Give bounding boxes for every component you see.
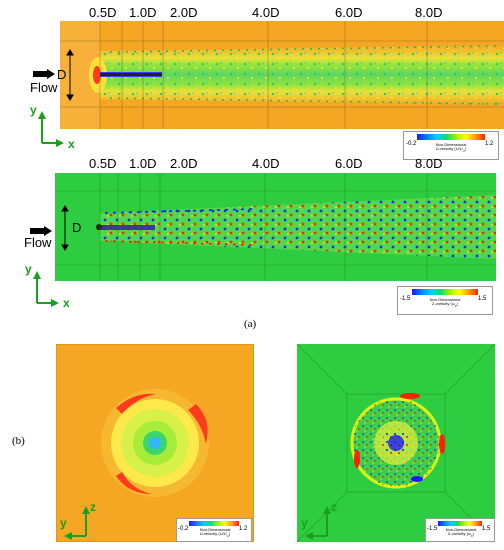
colorbar-title: Non-Dimensional Z-vorticity (ωz) (429, 297, 461, 309)
panel-b-right: z y -1.5 1.5 Non-Dimensional X-vorticity… (297, 344, 495, 542)
yz-axes-icon (64, 506, 90, 540)
station-label: 4.0D (252, 156, 280, 171)
panel-b-left: z y -0.2 1.2 Non-Dimensional U-velocity … (56, 344, 254, 542)
caption-a: (a) (244, 318, 257, 330)
axis-label-z: z (331, 500, 337, 514)
flow-arrow-icon (30, 226, 52, 236)
panel-a-bottom: 0.5D 1.0D 2.0D 4.0D 6.0D 8.0D (0, 155, 504, 330)
station-label: 0.5D (89, 156, 117, 171)
colorbar (412, 289, 478, 295)
colorbar (438, 521, 482, 526)
xy-axes-icon (33, 271, 59, 307)
u-velocity-contour-plot (60, 21, 504, 129)
diameter-label: D (72, 220, 82, 235)
axis-label-y: y (60, 516, 67, 530)
station-label: 1.0D (129, 156, 157, 171)
colorbar-max: 1.2 (485, 141, 494, 147)
colorbar-min: -1.5 (400, 296, 411, 302)
x-vorticity-cross-section (297, 344, 495, 542)
station-label: 2.0D (170, 5, 198, 20)
colorbar-max: 1.5 (482, 526, 491, 532)
u-velocity-cross-section (56, 344, 254, 542)
axis-label-y: y (25, 262, 32, 276)
axis-label-x: x (68, 137, 75, 151)
station-label: 8.0D (415, 5, 443, 20)
colorbar-legend: -1.5 1.5 Non-Dimensional X-vorticity (ωx… (425, 518, 495, 542)
xy-axes-icon (38, 111, 64, 147)
colorbar (417, 134, 485, 140)
station-label: 4.0D (252, 5, 280, 20)
colorbar-legend: -1.5 1.5 Non-Dimensional Z-vorticity (ωz… (397, 286, 493, 315)
colorbar-title: Non-Dimensional U-velocity (U/U∞) (199, 527, 231, 539)
caption-b: (b) (12, 435, 25, 447)
yz-axes-icon (305, 506, 331, 540)
colorbar-title: Non-Dimensional U-velocity (U/U∞) (435, 142, 467, 154)
z-vorticity-contour-plot (55, 173, 496, 281)
diameter-label: D (57, 67, 67, 82)
flow-label: Flow (30, 80, 58, 95)
station-label: 6.0D (335, 5, 363, 20)
colorbar-legend: -0.2 1.2 Non-Dimensional U-velocity (U/U… (176, 518, 252, 542)
colorbar-title: Non-Dimensional X-vorticity (ωx) (445, 527, 477, 539)
colorbar-min: -1.5 (427, 526, 438, 532)
station-label: 2.0D (170, 156, 198, 171)
station-label: 8.0D (415, 156, 443, 171)
station-label: 6.0D (335, 156, 363, 171)
flow-arrow-icon (33, 69, 55, 79)
colorbar-min: -0.2 (178, 526, 189, 532)
panel-a-top: 0.5D 1.0D 2.0D 4.0D 6.0D 8.0D (0, 0, 504, 160)
axis-label-x: x (63, 296, 70, 310)
flow-label: Flow (24, 235, 52, 250)
colorbar-min: -0.2 (406, 141, 417, 147)
colorbar (189, 521, 239, 526)
axis-label-z: z (90, 500, 96, 514)
colorbar-max: 1.5 (478, 296, 487, 302)
colorbar-max: 1.2 (239, 526, 248, 532)
axis-label-y: y (30, 103, 37, 117)
station-label: 0.5D (89, 5, 117, 20)
colorbar-legend: -0.2 1.2 Non-Dimensional U-velocity (U/U… (403, 131, 499, 160)
axis-label-y: y (301, 516, 308, 530)
station-label: 1.0D (129, 5, 157, 20)
